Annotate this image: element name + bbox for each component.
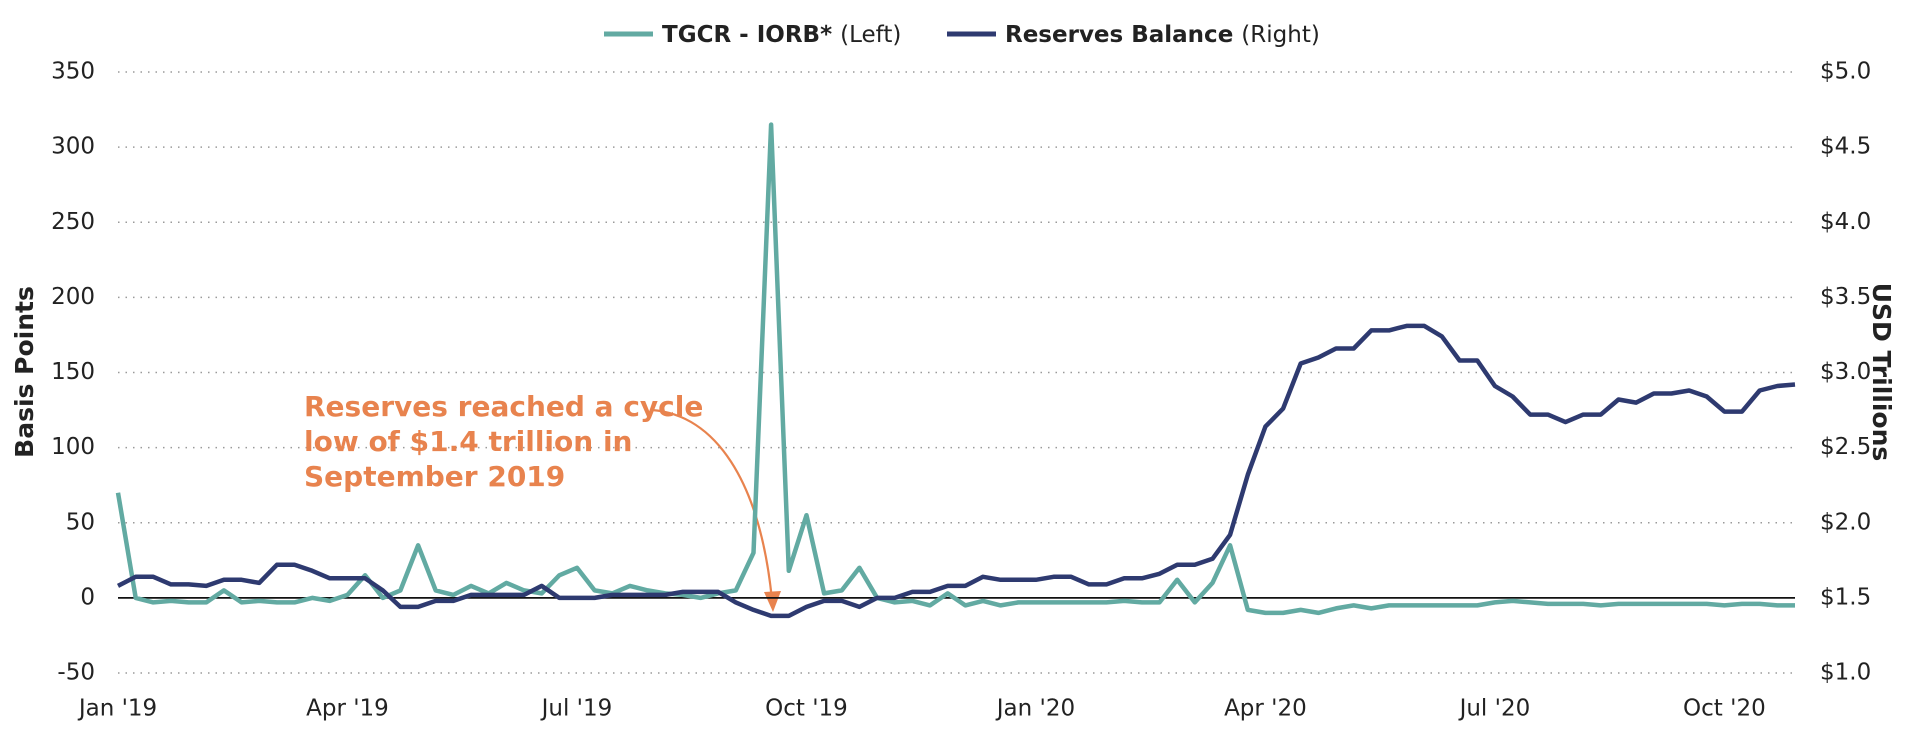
x-tick-label: Jan '19	[77, 696, 157, 722]
y-tick-label: 250	[51, 209, 95, 235]
y-tick-label: 200	[51, 284, 95, 310]
y2-tick-label: $1.0	[1820, 660, 1871, 686]
x-tick-label: Jul '20	[1458, 696, 1531, 722]
y2-tick-label: $5.0	[1820, 59, 1871, 85]
annotation-text: low of $1.4 trillion in	[304, 425, 632, 458]
y-tick-label: 0	[80, 584, 95, 610]
y2-tick-label: $3.0	[1820, 359, 1871, 385]
left-axis-label: Basis Points	[10, 286, 39, 458]
x-tick-label: Oct '19	[765, 696, 848, 722]
y2-tick-label: $2.0	[1820, 509, 1871, 535]
series-line	[116, 323, 1796, 619]
y-tick-label: 350	[51, 59, 95, 85]
x-tick-label: Apr '20	[1224, 696, 1307, 722]
y2-tick-label: $2.5	[1820, 434, 1871, 460]
y2-tick-label: $4.0	[1820, 209, 1871, 235]
annotation-arrowhead	[764, 591, 781, 612]
y-tick-label: 50	[66, 509, 95, 535]
legend-entry: TGCR - IORB* (Left)	[662, 22, 901, 48]
legend-entry: Reserves Balance (Right)	[1005, 22, 1320, 48]
y2-tick-label: $3.5	[1820, 284, 1871, 310]
x-tick-label: Jan '20	[995, 696, 1075, 722]
y2-tick-label: $4.5	[1820, 134, 1871, 160]
y-tick-label: 100	[51, 434, 95, 460]
y-tick-label: 300	[51, 134, 95, 160]
x-tick-label: Jul '19	[540, 696, 613, 722]
x-tick-label: Apr '19	[306, 696, 389, 722]
y2-tick-label: $1.5	[1820, 584, 1871, 610]
legend-side: (Left)	[840, 22, 901, 48]
annotation-text: September 2019	[304, 460, 565, 493]
y-tick-label: -50	[57, 660, 95, 686]
legend-side: (Right)	[1241, 22, 1320, 48]
annotation-text: Reserves reached a cycle	[304, 390, 703, 423]
legend-name: Reserves Balance	[1005, 22, 1233, 48]
series-line	[115, 122, 1795, 616]
legend-name: TGCR - IORB*	[662, 22, 832, 48]
x-tick-label: Oct '20	[1683, 696, 1766, 722]
annotation-arrow	[651, 408, 774, 601]
y-tick-label: 150	[51, 359, 95, 385]
right-axis-label: USD Trillions	[1867, 283, 1896, 462]
